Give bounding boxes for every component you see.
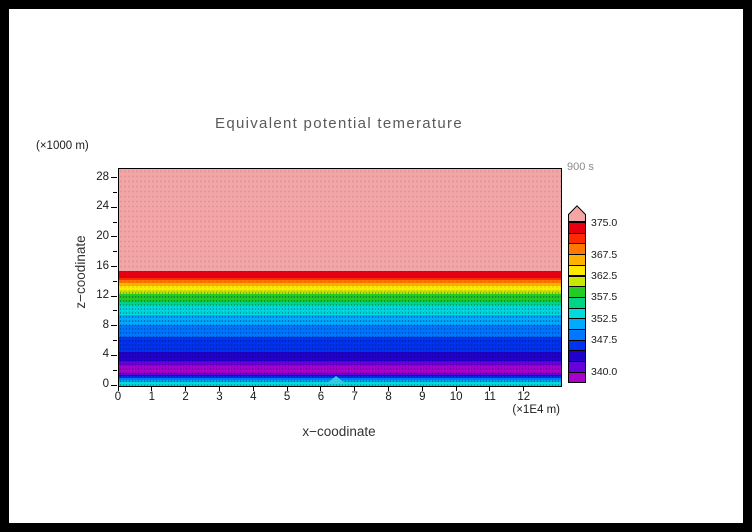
- contour-band: [119, 360, 561, 365]
- contour-band: [119, 324, 561, 338]
- y-tick-label: 16: [96, 259, 109, 272]
- x-tick-label: 1: [148, 391, 156, 403]
- y-minor-tick: [113, 221, 117, 223]
- x-tick: [354, 387, 356, 391]
- colorbar-arrow-icon: [568, 205, 586, 222]
- x-tick-label: 0: [114, 391, 122, 403]
- y-minor-tick: [113, 369, 117, 371]
- contour-band: [119, 270, 561, 278]
- y-axis-unit-label: (×1000 m): [36, 140, 89, 152]
- y-tick-label: 0: [102, 378, 109, 390]
- contour-band: [119, 277, 561, 281]
- contour-band: [119, 300, 561, 306]
- contour-band: [119, 169, 561, 272]
- x-tick-label: 7: [351, 391, 358, 403]
- colorbar-label: 367.5: [591, 248, 618, 261]
- x-tick-label: 4: [250, 391, 257, 403]
- contour-band: [119, 290, 561, 295]
- contour-band: [119, 364, 561, 374]
- contour-dot-texture-dense: [119, 290, 561, 386]
- x-tick: [388, 387, 390, 391]
- contour-band: [119, 304, 561, 315]
- y-minor-tick: [113, 340, 117, 342]
- colorbar-label: 352.5: [591, 312, 618, 325]
- y-tick-label: 28: [96, 170, 109, 183]
- y-tick: [111, 206, 117, 208]
- contour-bands: [119, 169, 561, 386]
- contour-band: [119, 285, 561, 291]
- x-tick-label: 5: [283, 391, 291, 403]
- contour-band: [119, 374, 561, 377]
- y-tick: [111, 354, 117, 356]
- x-axis-unit-label: (×1E4 m): [512, 404, 560, 416]
- x-tick-label: 8: [385, 391, 392, 403]
- x-tick-label: 6: [317, 391, 325, 403]
- y-tick-label: 20: [96, 229, 109, 242]
- x-tick: [320, 387, 322, 391]
- contour-band: [119, 372, 561, 375]
- x-tick-label: 3: [216, 391, 223, 403]
- y-tick: [111, 384, 117, 386]
- x-tick-label: 10: [449, 391, 463, 403]
- x-tick: [252, 387, 254, 391]
- x-tick: [185, 387, 187, 391]
- contour-band: [119, 336, 561, 352]
- y-tick: [111, 295, 117, 297]
- x-tick: [218, 387, 220, 391]
- x-tick: [286, 387, 288, 391]
- x-tick: [455, 387, 457, 391]
- y-tick-label: 12: [96, 289, 109, 302]
- y-tick: [111, 325, 117, 327]
- plot-canvas: Equivalent potential temerature (×1000 m…: [9, 9, 743, 523]
- time-label: 900 s: [567, 161, 594, 173]
- contour-band: [119, 279, 561, 284]
- contour-band: [119, 293, 561, 301]
- terrain-bump: [326, 376, 347, 384]
- contour-band: [119, 351, 561, 361]
- colorbar-cell: [568, 371, 586, 384]
- colorbar-label: 347.5: [591, 334, 618, 347]
- x-tick: [117, 387, 119, 391]
- x-tick: [489, 387, 491, 391]
- x-tick: [421, 387, 423, 391]
- y-tick: [111, 236, 117, 238]
- colorbar-label: 357.5: [591, 291, 618, 304]
- y-tick: [111, 266, 117, 267]
- contour-plot-area: [118, 168, 562, 387]
- y-tick-label: 24: [96, 200, 109, 213]
- x-tick: [151, 387, 153, 391]
- y-tick-label: 8: [102, 318, 109, 331]
- colorbar-label: 375.0: [591, 216, 618, 229]
- chart-title: Equivalent potential temerature: [215, 115, 463, 132]
- colorbar: [568, 205, 586, 385]
- y-tick: [111, 177, 117, 179]
- colorbar-label: 340.0: [591, 366, 618, 379]
- y-minor-tick: [113, 280, 117, 282]
- x-tick-label: 12: [517, 391, 531, 403]
- colorbar-label: 362.5: [591, 270, 618, 282]
- y-tick-label: 4: [102, 348, 109, 361]
- x-tick: [523, 387, 525, 391]
- x-tick-label: 2: [182, 391, 189, 403]
- y-minor-tick: [113, 251, 117, 253]
- contour-dot-texture: [119, 169, 561, 386]
- x-axis-title: x−coodinate: [302, 424, 376, 439]
- x-tick-label: 11: [484, 391, 496, 403]
- x-tick-label: 9: [419, 391, 426, 403]
- y-minor-tick: [113, 310, 117, 312]
- contour-band: [119, 314, 561, 325]
- y-minor-tick: [113, 191, 117, 193]
- contour-band: [119, 282, 561, 287]
